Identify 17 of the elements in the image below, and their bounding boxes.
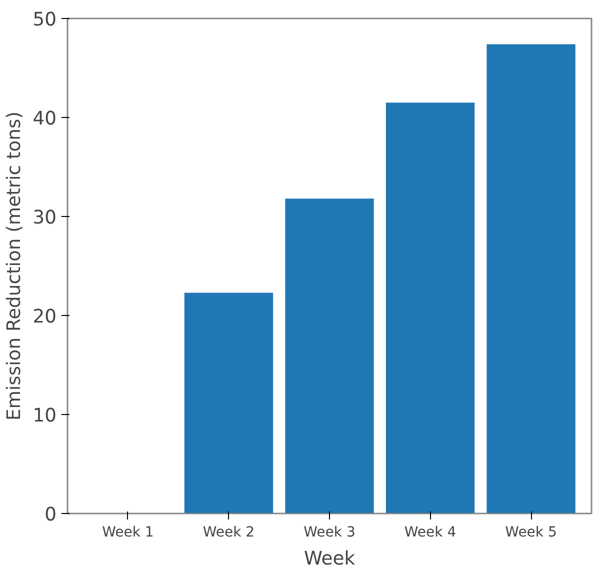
x-axis-title: Week: [304, 548, 356, 570]
x-tick-label: Week 5: [505, 524, 557, 540]
y-tick-label: 20: [32, 306, 57, 328]
bar: [486, 44, 576, 514]
y-tick-label: 0: [44, 504, 57, 526]
bar: [285, 198, 374, 514]
x-tick-label: Week 2: [202, 524, 255, 540]
y-tick-label: 40: [32, 108, 57, 130]
y-tick-label: 30: [32, 208, 57, 228]
x-tick-label: Week 1: [102, 524, 154, 540]
x-tick-label: Week 3: [304, 524, 356, 540]
x-tick-label: Week 4: [404, 524, 456, 540]
y-axis-title: Emission Reduction (metric tons): [4, 112, 25, 420]
y-tick-label: 50: [32, 10, 57, 30]
bar: [184, 292, 274, 514]
bar: [386, 102, 475, 514]
y-tick-label: 10: [32, 406, 57, 426]
